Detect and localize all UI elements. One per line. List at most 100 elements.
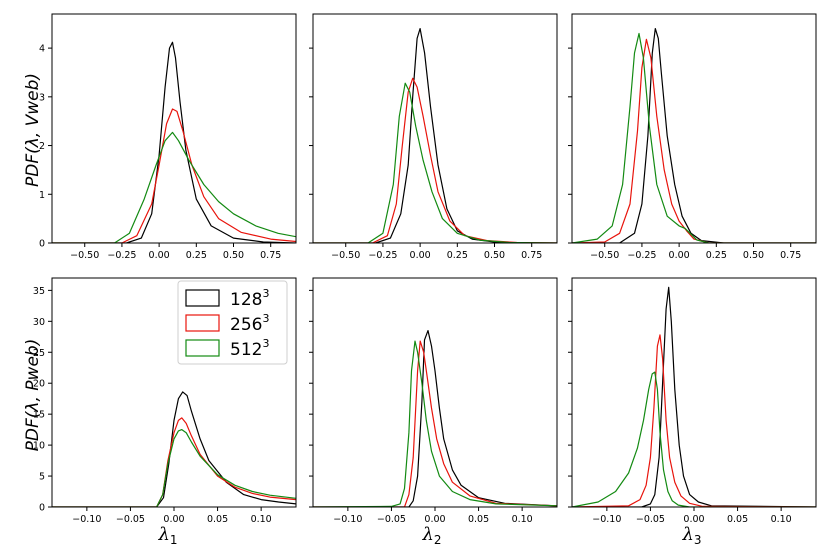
series-group — [52, 41, 296, 243]
y-tick-label: 1 — [39, 190, 45, 201]
x-tick-label: 0.00 — [149, 250, 170, 261]
axes-frame — [571, 277, 817, 508]
x-tick-label: −0.10 — [592, 514, 621, 525]
xlabel-lambda2-sub: 2 — [434, 533, 442, 547]
axes-frame — [312, 13, 558, 244]
x-tick-label: −0.05 — [636, 514, 665, 525]
series-line-512 — [313, 340, 557, 507]
x-tick-label: 0.00 — [424, 514, 445, 525]
series-line-128 — [572, 286, 816, 507]
axes-frame — [51, 13, 297, 244]
panel-1-0: −0.10 −0.05 0.00 0.05 0.10 0 5 10 15 20 25 30 35 — [33, 277, 297, 525]
series-line-128 — [52, 391, 296, 507]
row-label-pweb: PDF(λ, Pweb) — [23, 339, 43, 452]
x-tick-label: −0.50 — [590, 250, 619, 261]
x-tick-label: 0.25 — [706, 250, 727, 261]
series-line-128 — [52, 41, 296, 243]
axes-frame — [571, 13, 817, 244]
series-group — [572, 286, 816, 507]
panel-0-1: −0.50 −0.25 0.00 0.25 0.50 0.75 — [309, 13, 558, 261]
y-tick-label: 2 — [39, 141, 45, 152]
legend-label-512-exp: 3 — [262, 337, 269, 350]
series-line-512 — [313, 82, 557, 243]
legend-label-256-base: 256 — [230, 315, 262, 335]
y-tick-label: 0 — [39, 503, 45, 514]
legend-label-128: 1283 — [230, 287, 269, 310]
panels: −0.50 −0.25 0.00 0.25 0.50 0.75 0 1 2 3 4 −0.50 −0.2… — [33, 13, 817, 525]
x-tick-label: −0.10 — [333, 514, 362, 525]
series-line-256 — [52, 417, 296, 507]
x-tick-label: −0.25 — [368, 250, 397, 261]
legend-box — [177, 280, 288, 365]
x-tick-label: −0.05 — [116, 514, 145, 525]
legend: 1283 2563 5123 — [177, 280, 288, 365]
legend-label-512-base: 512 — [230, 340, 262, 360]
series-line-256 — [313, 340, 557, 507]
y-tick-label: 3 — [39, 92, 45, 103]
panel-1-2: −0.10 −0.05 0.00 0.05 0.10 — [568, 277, 817, 525]
legend-label-256: 2563 — [230, 312, 269, 335]
xlabel-lambda2-symbol: λ — [421, 524, 433, 545]
xlabel-lambda1-sub: 1 — [170, 533, 178, 547]
x-tick-label: 0.00 — [410, 250, 431, 261]
y-tick-label: 0 — [39, 239, 45, 250]
x-tick-label: −0.25 — [627, 250, 656, 261]
y-tick-label: 35 — [33, 286, 45, 297]
series-line-512 — [52, 429, 296, 507]
row-label-vweb: PDF(λ, Vweb) — [23, 73, 43, 187]
y-tick-label: 5 — [39, 472, 45, 483]
legend-label-512: 5123 — [230, 337, 269, 360]
panel-0-2: −0.50 −0.25 0.00 0.25 0.50 0.75 — [568, 13, 817, 261]
xlabel-lambda3: λ3 — [681, 524, 701, 547]
x-tick-label: 0.50 — [743, 250, 764, 261]
series-line-256 — [313, 77, 557, 243]
y-tick-label: 15 — [33, 410, 45, 421]
legend-swatch-128 — [185, 289, 220, 307]
x-tick-label: 0.00 — [163, 514, 184, 525]
series-line-512 — [572, 371, 816, 507]
x-tick-label: 0.05 — [727, 514, 748, 525]
series-line-128 — [313, 330, 557, 507]
x-tick-label: 0.75 — [780, 250, 801, 261]
series-group — [313, 330, 557, 507]
panel-1-1: −0.10 −0.05 0.00 0.05 0.10 — [309, 277, 558, 525]
y-tick-label: 10 — [33, 441, 45, 452]
xlabel-lambda1-symbol: λ — [157, 524, 169, 545]
x-tick-label: 0.00 — [669, 250, 690, 261]
series-line-256 — [52, 108, 296, 243]
x-tick-label: 0.75 — [521, 250, 542, 261]
x-tick-label: −0.05 — [377, 514, 406, 525]
x-tick-label: 0.25 — [447, 250, 468, 261]
series-line-256 — [572, 38, 816, 243]
y-tick-label: 25 — [33, 348, 45, 359]
x-tick-label: −0.10 — [72, 514, 101, 525]
xlabel-lambda2: λ2 — [421, 524, 441, 547]
x-tick-label: 0.05 — [468, 514, 489, 525]
legend-label-128-exp: 3 — [262, 287, 269, 300]
x-tick-label: 0.10 — [251, 514, 272, 525]
x-tick-label: −0.25 — [107, 250, 136, 261]
series-line-512 — [52, 131, 296, 243]
axes-frame — [312, 277, 558, 508]
y-tick-label: 30 — [33, 317, 45, 328]
x-tick-label: 0.75 — [260, 250, 281, 261]
xlabel-lambda3-sub: 3 — [694, 533, 702, 547]
x-tick-label: 0.10 — [512, 514, 533, 525]
xlabel-lambda3-symbol: λ — [681, 524, 693, 545]
x-tick-label: 0.50 — [223, 250, 244, 261]
x-tick-label: 0.10 — [771, 514, 792, 525]
x-tick-label: 0.05 — [207, 514, 228, 525]
x-tick-label: 0.25 — [186, 250, 207, 261]
x-tick-label: 0.50 — [484, 250, 505, 261]
series-line-128 — [313, 28, 557, 243]
series-group — [572, 28, 816, 243]
y-tick-label: 20 — [33, 379, 45, 390]
y-tick-label: 4 — [39, 44, 45, 55]
legend-swatch-256 — [185, 314, 220, 332]
x-tick-label: −0.50 — [331, 250, 360, 261]
legend-label-256-exp: 3 — [262, 312, 269, 325]
panel-0-0: −0.50 −0.25 0.00 0.25 0.50 0.75 0 1 2 3 4 — [39, 13, 297, 261]
xlabel-lambda1: λ1 — [157, 524, 177, 547]
x-tick-label: 0.00 — [683, 514, 704, 525]
